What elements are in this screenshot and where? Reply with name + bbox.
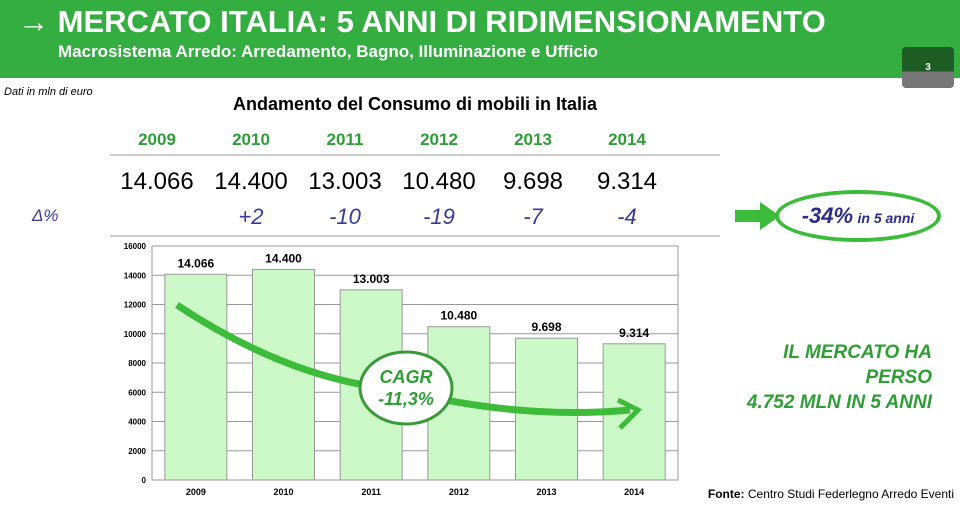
- values-row: 14.066 14.400 13.003 10.480 9.698 9.314: [110, 168, 710, 196]
- source-text: Centro Studi Federlegno Arredo Eventi: [747, 487, 954, 501]
- page-number: 3: [902, 47, 954, 88]
- data-label: 13.003: [353, 272, 390, 286]
- header-banner: → MERCATO ITALIA: 5 ANNI DI RIDIMENSIONA…: [0, 0, 960, 78]
- delta: -10: [329, 204, 361, 229]
- summary-suffix: in 5 anni: [857, 210, 915, 226]
- value: 9.698: [502, 168, 564, 195]
- y-tick-label: 8000: [128, 359, 146, 368]
- year: 2011: [326, 130, 364, 149]
- year: 2009: [138, 130, 176, 149]
- message-line: IL MERCATO HA: [783, 342, 932, 363]
- value: 9.314: [596, 168, 658, 195]
- source-label: Fonte:: [707, 487, 745, 501]
- summary-value: -34%: [801, 203, 854, 228]
- value: 10.480: [402, 168, 476, 195]
- x-tick-label: 2010: [273, 487, 293, 497]
- message: IL MERCATO HA PERSO 4.752 MLN IN 5 ANNI: [747, 340, 932, 415]
- year: 2014: [608, 130, 646, 149]
- bar: [252, 268, 315, 481]
- summary-arrow-icon: [735, 202, 780, 230]
- slide-subtitle: Macrosistema Arredo: Arredamento, Bagno,…: [58, 42, 599, 61]
- y-tick-label: 0: [142, 476, 147, 485]
- data-label: 14.400: [265, 251, 302, 265]
- x-tick-label: 2011: [361, 487, 381, 497]
- message-line: PERSO: [865, 367, 932, 388]
- y-tick-label: 2000: [128, 447, 146, 456]
- delta: -19: [423, 204, 455, 229]
- delta-row: +2 -10 -19 -7 -4: [110, 204, 710, 230]
- y-tick-label: 16000: [124, 242, 147, 251]
- year: 2013: [514, 130, 552, 149]
- bar: [164, 273, 228, 481]
- x-tick-label: 2014: [624, 487, 644, 497]
- divider: [110, 235, 720, 237]
- data-label: 10.480: [440, 309, 477, 323]
- cagr-badge: [358, 350, 454, 426]
- data-label: 14.066: [177, 256, 214, 270]
- source: Fonte: Centro Studi Federlegno Arredo Ev…: [708, 487, 954, 501]
- y-tick-label: 4000: [128, 418, 146, 427]
- value: 14.066: [120, 168, 194, 195]
- x-tick-label: 2013: [536, 487, 556, 497]
- arrow-icon: →: [18, 4, 58, 39]
- data-label: 9.698: [531, 320, 561, 334]
- y-tick-label: 12000: [124, 301, 147, 310]
- message-line: 4.752 MLN IN 5 ANNI: [746, 392, 932, 413]
- years-row: 2009 2010 2011 2012 2013 2014: [110, 130, 710, 150]
- y-tick-label: 6000: [128, 388, 146, 397]
- y-tick-label: 10000: [124, 330, 147, 339]
- table-title: Andamento del Consumo di mobili in Itali…: [232, 94, 598, 114]
- x-tick-label: 2009: [186, 487, 206, 497]
- year: 2012: [420, 130, 458, 149]
- slide-title: → MERCATO ITALIA: 5 ANNI DI RIDIMENSIONA…: [18, 4, 826, 39]
- y-tick-label: 14000: [124, 271, 147, 280]
- x-tick-label: 2012: [449, 487, 469, 497]
- value: 14.400: [214, 168, 288, 195]
- delta: -4: [617, 204, 637, 229]
- cagr-value: -11,3%: [378, 389, 434, 409]
- delta: +2: [238, 204, 264, 229]
- cagr-label: CAGR: [380, 367, 433, 387]
- trend-arrow-head-icon: [616, 397, 643, 430]
- summary-ellipse: -34% in 5 anni: [775, 190, 941, 242]
- divider: [110, 154, 720, 156]
- data-label: 9.314: [619, 326, 649, 340]
- delta: -7: [523, 204, 543, 229]
- delta-label: Δ%: [32, 206, 59, 225]
- year: 2010: [232, 130, 270, 149]
- unit-note: Dati in mln di euro: [4, 86, 93, 98]
- value: 13.003: [308, 168, 382, 195]
